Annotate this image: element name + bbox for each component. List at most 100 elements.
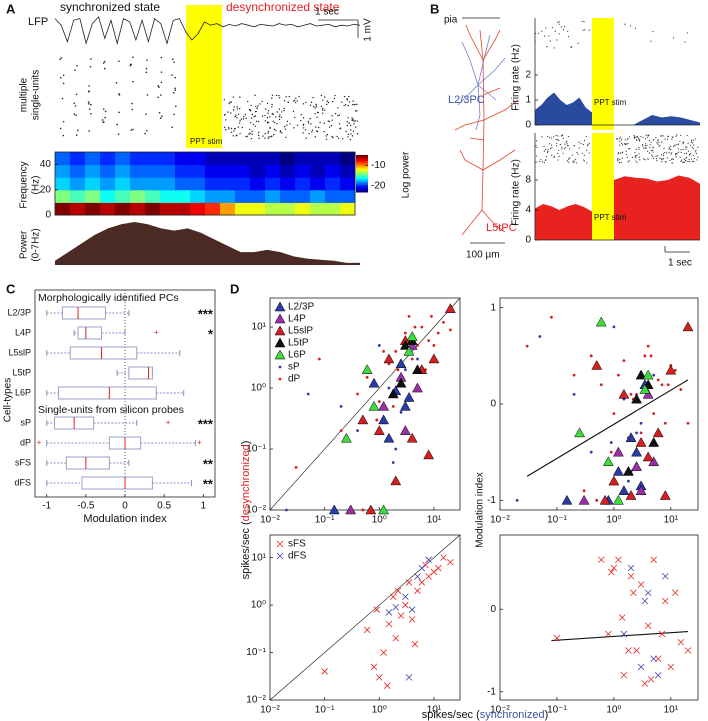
x-marker (620, 671, 628, 679)
heatmap-cell (85, 202, 101, 216)
x-marker (418, 579, 426, 586)
raster-spike (675, 144, 677, 146)
raster-spike (546, 151, 549, 153)
heatmap-cell (145, 164, 161, 178)
raster-spike (248, 133, 250, 135)
raster-spike (285, 136, 287, 139)
raster-spike (75, 134, 78, 136)
raster-spike (546, 46, 548, 48)
raster-spike (145, 113, 147, 115)
raster-spike (553, 155, 555, 157)
raster-spike (582, 143, 585, 146)
raster-spike (695, 149, 697, 151)
heatmap-cell (130, 164, 146, 178)
dot-marker (550, 315, 553, 319)
raster-spike (344, 103, 347, 106)
dot-marker (612, 412, 616, 416)
raster-spike (255, 120, 258, 122)
raster-spike (666, 157, 668, 159)
raster-spike (315, 103, 317, 106)
y-tick-label: 4 (525, 205, 531, 216)
raster-spike (324, 96, 326, 98)
raster-spike (315, 106, 318, 108)
raster-spike (664, 161, 667, 163)
raster-spike (586, 149, 588, 151)
colorbar-step (356, 158, 368, 162)
raster-spike (576, 151, 578, 154)
legend-marker (278, 377, 282, 381)
raster-spike (541, 161, 544, 163)
raster-spike (267, 137, 269, 139)
raster-spike (619, 140, 621, 142)
raster-spike (261, 100, 263, 103)
raster-spike (327, 120, 329, 122)
dot-marker (403, 331, 407, 335)
box (81, 476, 153, 490)
significance: ** (203, 476, 214, 491)
raster-spike (619, 158, 621, 160)
triangle-marker (399, 425, 411, 435)
triangle-marker (659, 490, 671, 500)
raster-spike (661, 141, 663, 143)
raster-spike (625, 150, 627, 152)
x-marker (389, 593, 397, 601)
raster-spike (651, 149, 653, 151)
heatmap-cell (280, 189, 296, 203)
raster-spike (549, 143, 551, 145)
raster-spike (307, 122, 310, 124)
heatmap-cell (145, 202, 161, 216)
y-tick-label: L5slP (8, 347, 31, 357)
raster-spike (296, 124, 299, 126)
dot-marker (582, 489, 586, 493)
raster-spike (689, 154, 691, 156)
axis-label: Power (19, 230, 30, 259)
raster-spike (547, 150, 549, 152)
plot-frame (269, 297, 461, 511)
raster-spike (537, 32, 540, 34)
x-tick-label: 1 (200, 501, 206, 512)
raster-spike (145, 67, 148, 70)
raster-spike (655, 158, 658, 160)
raster-spike (354, 110, 357, 112)
rate-area (614, 115, 700, 125)
raster-spike (236, 134, 238, 136)
raster-spike (692, 154, 694, 157)
raster-spike (274, 116, 277, 118)
raster-spike (252, 123, 255, 126)
raster-spike (664, 151, 666, 154)
heatmap-cell (235, 177, 251, 191)
triangle-marker (328, 504, 340, 515)
raster-spike (536, 155, 538, 157)
heatmap-cell (205, 152, 221, 166)
raster-spike (115, 82, 118, 84)
x-marker (597, 556, 605, 564)
raster-spike (548, 35, 550, 37)
raster-spike (557, 135, 559, 137)
raster-spike (253, 115, 255, 118)
heatmap-cell (145, 152, 161, 166)
raster-spike (558, 155, 560, 158)
raster-spike (646, 136, 648, 138)
scale-label: 100 µm (466, 250, 500, 261)
raster-spike (257, 120, 260, 123)
raster-spike (697, 156, 699, 158)
x-marker (650, 655, 657, 663)
raster-spike (675, 135, 677, 137)
raster-spike (354, 104, 356, 106)
raster-spike (356, 103, 358, 106)
group-label: Morphologically identified PCs (38, 292, 179, 304)
raster-spike (627, 138, 629, 140)
plot-frame (54, 151, 356, 216)
raster-spike (573, 160, 575, 162)
dot-marker (660, 383, 664, 387)
raster-spike (652, 155, 654, 157)
raster-spike (350, 129, 352, 131)
dot-marker (413, 325, 417, 329)
raster-spike (670, 158, 673, 160)
raster-spike (230, 131, 233, 134)
heatmap-cell (280, 177, 296, 191)
outlier: + (154, 328, 159, 337)
raster-spike (640, 135, 642, 138)
colorbar-step (356, 167, 368, 171)
x-marker (637, 581, 645, 588)
